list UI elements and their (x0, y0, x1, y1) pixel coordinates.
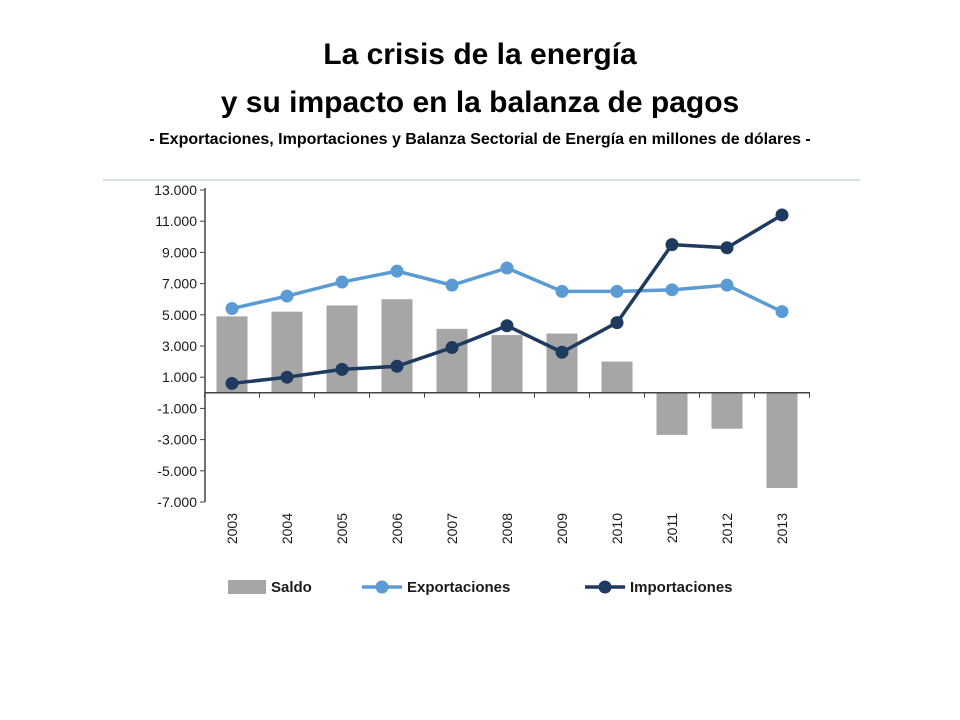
point-importaciones-2007 (445, 341, 459, 355)
bar-saldo-2011 (656, 392, 688, 435)
x-tick-label: 2007 (444, 513, 460, 544)
y-tick-label: 5.000 (162, 307, 197, 323)
x-tick-label: 2006 (389, 513, 405, 544)
legend-swatch-saldo (228, 580, 266, 594)
chart-subtitle: - Exportaciones, Importaciones y Balanza… (149, 131, 811, 148)
point-exportaciones-2007 (445, 278, 459, 292)
point-exportaciones-2013 (775, 305, 789, 319)
y-tick-label: -1.000 (157, 400, 197, 416)
point-importaciones-2013 (775, 208, 789, 222)
point-exportaciones-2005 (335, 275, 349, 289)
bar-saldo-2007 (436, 328, 468, 393)
bar-saldo-2009 (546, 333, 578, 393)
point-importaciones-2009 (555, 345, 569, 359)
x-tick-label: 2003 (224, 513, 240, 544)
legend-label-importaciones: Importaciones (630, 579, 733, 596)
point-exportaciones-2003 (225, 302, 239, 316)
y-tick-label: -7.000 (157, 494, 197, 510)
point-exportaciones-2010 (610, 284, 624, 298)
x-tick-label: 2005 (334, 513, 350, 544)
point-exportaciones-2008 (500, 261, 514, 275)
bar-saldo-2012 (711, 392, 743, 429)
x-tick-label: 2011 (664, 513, 680, 543)
point-importaciones-2006 (390, 359, 404, 373)
point-importaciones-2011 (665, 238, 679, 252)
point-exportaciones-2012 (720, 278, 734, 292)
legend-marker-exportaciones (375, 580, 389, 594)
y-tick-label: 13.000 (154, 182, 197, 198)
y-tick-label: -5.000 (157, 463, 197, 479)
bar-saldo-2008 (491, 335, 523, 393)
legend-label-exportaciones: Exportaciones (407, 579, 510, 596)
x-tick-label: 2009 (554, 513, 570, 544)
point-importaciones-2008 (500, 319, 514, 333)
x-tick-label: 2010 (609, 513, 625, 544)
point-importaciones-2003 (225, 376, 239, 390)
y-tick-label: 11.000 (155, 213, 197, 229)
x-tick-label: 2008 (499, 513, 515, 544)
line-exportaciones (231, 266, 783, 314)
point-exportaciones-2011 (665, 283, 679, 297)
x-tick-label: 2012 (719, 513, 735, 544)
y-tick-label: 3.000 (162, 338, 197, 354)
legend-marker-importaciones (598, 580, 612, 594)
point-exportaciones-2006 (390, 264, 404, 278)
point-exportaciones-2004 (280, 289, 294, 303)
point-importaciones-2012 (720, 241, 734, 255)
y-tick-label: 7.000 (162, 276, 197, 292)
chart-title-line2: y su impacto en la balanza de pagos (220, 86, 740, 119)
bar-saldo-2005 (326, 305, 358, 393)
point-importaciones-2004 (280, 370, 294, 384)
bar-saldo-2010 (601, 361, 633, 393)
chart-title-line1: La crisis de la energía (323, 38, 637, 71)
y-tick-label: 9.000 (162, 244, 197, 260)
point-exportaciones-2009 (555, 284, 569, 298)
point-importaciones-2005 (335, 362, 349, 376)
bar-saldo-2013 (766, 392, 798, 488)
legend-label-saldo: Saldo (271, 579, 312, 596)
y-tick-label: -3.000 (157, 432, 197, 448)
x-tick-label: 2004 (279, 513, 295, 544)
y-tick-label: 1.000 (162, 369, 197, 385)
bar-saldo-2006 (381, 299, 413, 393)
point-importaciones-2010 (610, 316, 624, 330)
x-tick-label: 2013 (774, 513, 790, 544)
